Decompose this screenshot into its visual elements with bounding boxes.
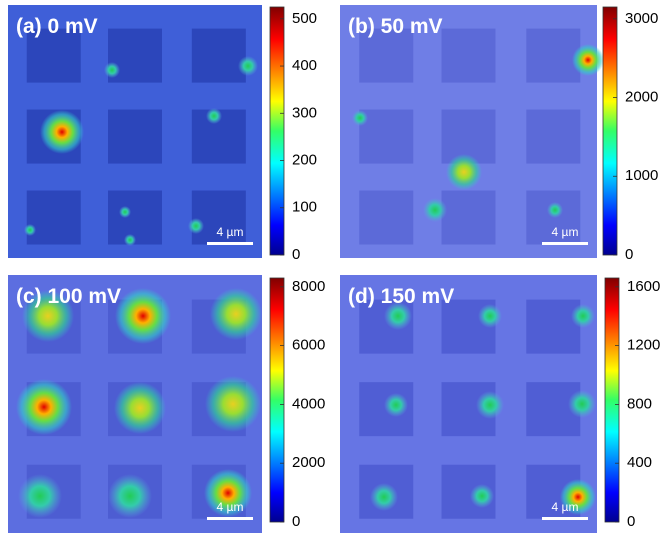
signal-spot xyxy=(560,479,596,515)
scale-bar xyxy=(542,517,588,520)
scale-bar-label: 4 µm xyxy=(217,500,244,514)
colorbar-tick-label: 6000 xyxy=(292,337,325,354)
colorbar-tick-label: 200 xyxy=(292,151,317,168)
colorbar-tick-label: 500 xyxy=(292,10,317,27)
signal-spot xyxy=(470,484,494,508)
pillar xyxy=(108,190,162,245)
signal-spot xyxy=(205,376,261,432)
colorbar-tick-label: 2000 xyxy=(625,89,658,106)
pillar xyxy=(359,28,414,83)
signal-spot xyxy=(446,154,482,190)
pillar xyxy=(359,190,414,245)
colorbar-tick-label: 800 xyxy=(627,395,652,412)
signal-spot xyxy=(423,198,447,222)
signal-spot xyxy=(119,206,131,218)
colorbar-tick-label: 0 xyxy=(627,513,635,530)
signal-spot xyxy=(124,234,136,246)
pillar xyxy=(191,28,246,83)
signal-spot xyxy=(40,110,84,154)
colorbar-tick-label: 300 xyxy=(292,104,317,121)
signal-spot xyxy=(384,302,412,330)
colorbar-tick-label: 0 xyxy=(625,246,633,263)
signal-spot xyxy=(206,108,222,124)
pillar xyxy=(108,109,162,164)
signal-spot xyxy=(108,474,152,518)
signal-spot xyxy=(188,218,204,234)
scale-bar xyxy=(207,242,253,245)
colorbar-tick-label: 0 xyxy=(292,246,300,263)
signal-spot xyxy=(104,62,120,78)
signal-spot xyxy=(352,110,368,126)
scale-bar-label: 4 µm xyxy=(552,500,579,514)
signal-spot xyxy=(238,56,258,76)
panel-label: (a) 0 mV xyxy=(16,15,98,38)
colorbar xyxy=(604,277,620,523)
pillar xyxy=(191,190,246,245)
signal-spot xyxy=(478,304,502,328)
signal-spot xyxy=(568,390,596,418)
colorbar-tick-label: 1200 xyxy=(627,337,660,354)
signal-spot xyxy=(114,382,166,434)
signal-spot xyxy=(22,290,74,342)
signal-spot xyxy=(384,393,408,417)
scale-bar-label: 4 µm xyxy=(217,225,244,239)
signal-spot xyxy=(547,202,563,218)
scale-bar-label: 4 µm xyxy=(552,225,579,239)
panel-label: (b) 50 mV xyxy=(348,15,443,38)
colorbar-tick-label: 1000 xyxy=(625,167,658,184)
signal-spot xyxy=(210,288,262,340)
colorbar-tick-label: 3000 xyxy=(625,10,658,27)
pillar xyxy=(26,190,81,245)
pillar xyxy=(26,28,81,83)
colorbar-tick-label: 2000 xyxy=(292,454,325,471)
colorbar-tick-label: 8000 xyxy=(292,278,325,295)
signal-spot xyxy=(370,483,398,511)
signal-spot xyxy=(18,474,62,518)
pillar xyxy=(526,109,581,164)
signal-spot xyxy=(115,288,171,344)
colorbar-tick-label: 100 xyxy=(292,199,317,216)
signal-spot xyxy=(476,391,504,419)
pillar xyxy=(526,299,581,354)
signal-spot xyxy=(204,469,252,517)
pillar xyxy=(526,28,581,83)
colorbar xyxy=(269,6,285,256)
colorbar-tick-label: 400 xyxy=(627,454,652,471)
colorbar xyxy=(269,277,285,523)
colorbar-tick-label: 4000 xyxy=(292,395,325,412)
pillar xyxy=(359,109,414,164)
scale-bar xyxy=(542,242,588,245)
scale-bar xyxy=(207,517,253,520)
colorbar-tick-label: 0 xyxy=(292,513,300,530)
colorbar-tick-label: 1600 xyxy=(627,278,660,295)
signal-spot xyxy=(24,224,36,236)
colorbar xyxy=(602,6,618,256)
signal-spot xyxy=(571,304,595,328)
signal-spot xyxy=(16,379,72,435)
pillar xyxy=(441,109,496,164)
colorbar-tick-label: 400 xyxy=(292,57,317,74)
signal-spot xyxy=(572,44,604,76)
panel-label: (c) 100 mV xyxy=(16,285,121,308)
panel-label: (d) 150 mV xyxy=(348,285,454,308)
pillar xyxy=(441,190,496,245)
pillar xyxy=(441,28,496,83)
